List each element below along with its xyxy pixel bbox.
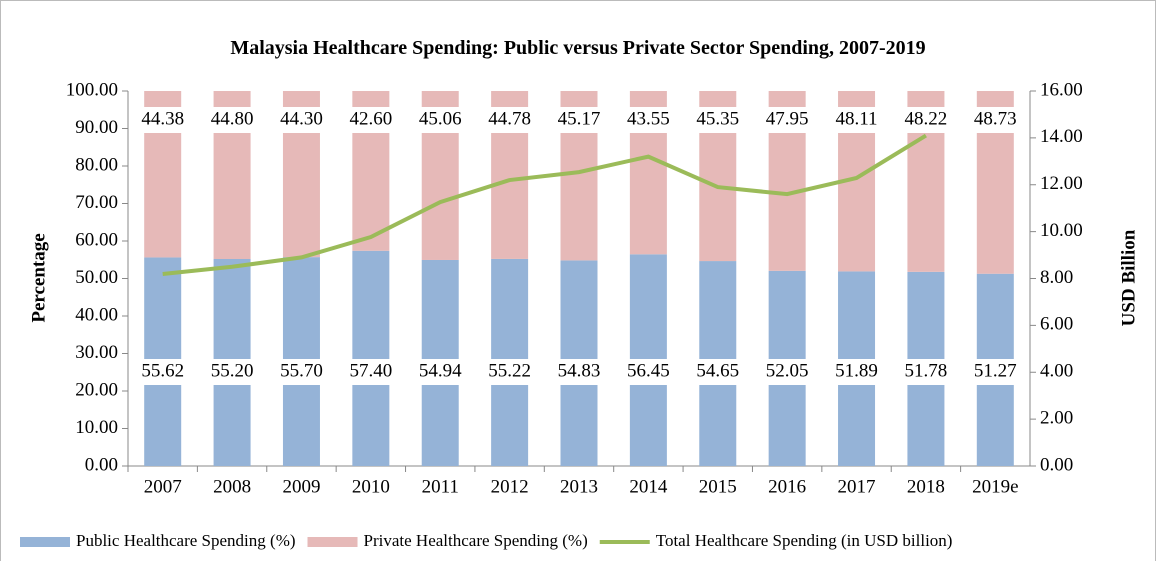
data-label-bg (754, 359, 821, 385)
data-label-bg (823, 107, 890, 133)
y-tick-label: 40.00 (75, 304, 118, 325)
y-tick-label: 30.00 (75, 342, 118, 363)
y2-tick-label: 8.00 (1040, 267, 1073, 288)
x-tick-label: 2009 (282, 476, 320, 497)
bar-segment (352, 250, 390, 466)
x-tick-label: 2011 (422, 476, 459, 497)
y2-tick-label: 0.00 (1040, 454, 1073, 475)
y-tick-label: 60.00 (75, 229, 118, 250)
legend-swatch (20, 537, 70, 547)
data-label-bg (754, 107, 821, 133)
data-label: 55.70 (280, 360, 323, 381)
y-tick-label: 20.00 (75, 379, 118, 400)
data-label: 55.20 (211, 360, 254, 381)
y-tick-label: 90.00 (75, 117, 118, 138)
data-label: 52.05 (766, 360, 809, 381)
data-label-bg (546, 107, 612, 133)
x-tick-label: 2014 (629, 476, 668, 497)
y-tick-label: 10.00 (75, 417, 118, 438)
data-label: 54.94 (419, 360, 462, 381)
data-label: 48.11 (836, 108, 878, 129)
y-tick-label: 0.00 (85, 454, 118, 475)
data-label-bg (546, 359, 612, 385)
legend-label: Total Healthcare Spending (in USD billio… (656, 531, 953, 550)
data-label: 44.80 (211, 108, 254, 129)
x-tick-label: 2015 (699, 476, 737, 497)
data-label: 51.78 (905, 360, 948, 381)
y-tick-label: 70.00 (75, 192, 118, 213)
data-label-bg (476, 107, 543, 133)
data-label: 45.35 (696, 108, 739, 129)
data-label: 57.40 (349, 360, 392, 381)
y2-tick-label: 6.00 (1040, 314, 1073, 335)
data-label-bg (823, 359, 890, 385)
data-label: 48.73 (974, 108, 1017, 129)
legend-label: Public Healthcare Spending (%) (76, 531, 296, 550)
data-label-bg (962, 107, 1029, 133)
data-label-bg (892, 107, 959, 133)
data-label: 54.83 (558, 360, 601, 381)
data-label: 45.06 (419, 108, 462, 129)
y2-tick-label: 4.00 (1040, 361, 1073, 382)
x-tick-label: 2019e (972, 476, 1018, 497)
data-label: 44.38 (141, 108, 184, 129)
x-tick-label: 2016 (768, 476, 806, 497)
data-label-bg (129, 107, 196, 133)
data-label: 51.89 (835, 360, 878, 381)
data-label-bg (407, 359, 474, 385)
data-label: 56.45 (627, 360, 670, 381)
x-tick-label: 2010 (352, 476, 390, 497)
data-label-bg (337, 359, 404, 385)
data-label-bg (615, 107, 682, 133)
data-label: 51.27 (974, 360, 1017, 381)
y-tick-label: 80.00 (75, 154, 118, 175)
data-label-bg (268, 359, 335, 385)
line-series (162, 133, 927, 277)
data-label: 54.65 (696, 360, 739, 381)
y2-axis-label: USD Billion (1118, 229, 1139, 326)
data-label-bg (476, 359, 543, 385)
y2-tick-label: 16.00 (1040, 79, 1083, 100)
y-axis-label: Percentage (28, 233, 49, 322)
y-tick-label: 100.00 (66, 79, 118, 100)
data-label: 42.60 (349, 108, 392, 129)
data-label: 48.22 (905, 108, 948, 129)
y2-tick-label: 14.00 (1040, 126, 1083, 147)
data-label-bg (892, 359, 959, 385)
x-tick-label: 2017 (838, 476, 876, 497)
data-label-bg (407, 107, 474, 133)
data-label: 44.30 (280, 108, 323, 129)
data-label: 45.17 (558, 108, 601, 129)
data-label: 55.62 (141, 360, 184, 381)
data-label-bg (199, 107, 266, 133)
y2-tick-label: 12.00 (1040, 173, 1083, 194)
y-tick-label: 50.00 (75, 267, 118, 288)
chart-title: Malaysia Healthcare Spending: Public ver… (230, 37, 926, 59)
data-label-bg (129, 359, 196, 385)
data-label: 55.22 (488, 360, 531, 381)
data-label-bg (337, 107, 404, 133)
x-tick-label: 2018 (907, 476, 945, 497)
data-label: 44.78 (488, 108, 531, 129)
data-label-bg (268, 107, 335, 133)
data-label: 47.95 (766, 108, 809, 129)
legend-label: Private Healthcare Spending (%) (364, 531, 588, 550)
data-label-bg (199, 359, 266, 385)
x-tick-label: 2007 (144, 476, 182, 497)
data-label-bg (615, 359, 682, 385)
x-tick-label: 2012 (491, 476, 529, 497)
x-tick-label: 2013 (560, 476, 598, 497)
legend-swatch (307, 537, 358, 547)
data-label-bg (684, 107, 751, 133)
y2-tick-label: 2.00 (1040, 407, 1073, 428)
data-label-bg (962, 359, 1029, 385)
data-label-bg (684, 359, 751, 385)
x-tick-label: 2008 (213, 476, 251, 497)
data-label: 43.55 (627, 108, 670, 129)
y2-tick-label: 10.00 (1040, 220, 1083, 241)
